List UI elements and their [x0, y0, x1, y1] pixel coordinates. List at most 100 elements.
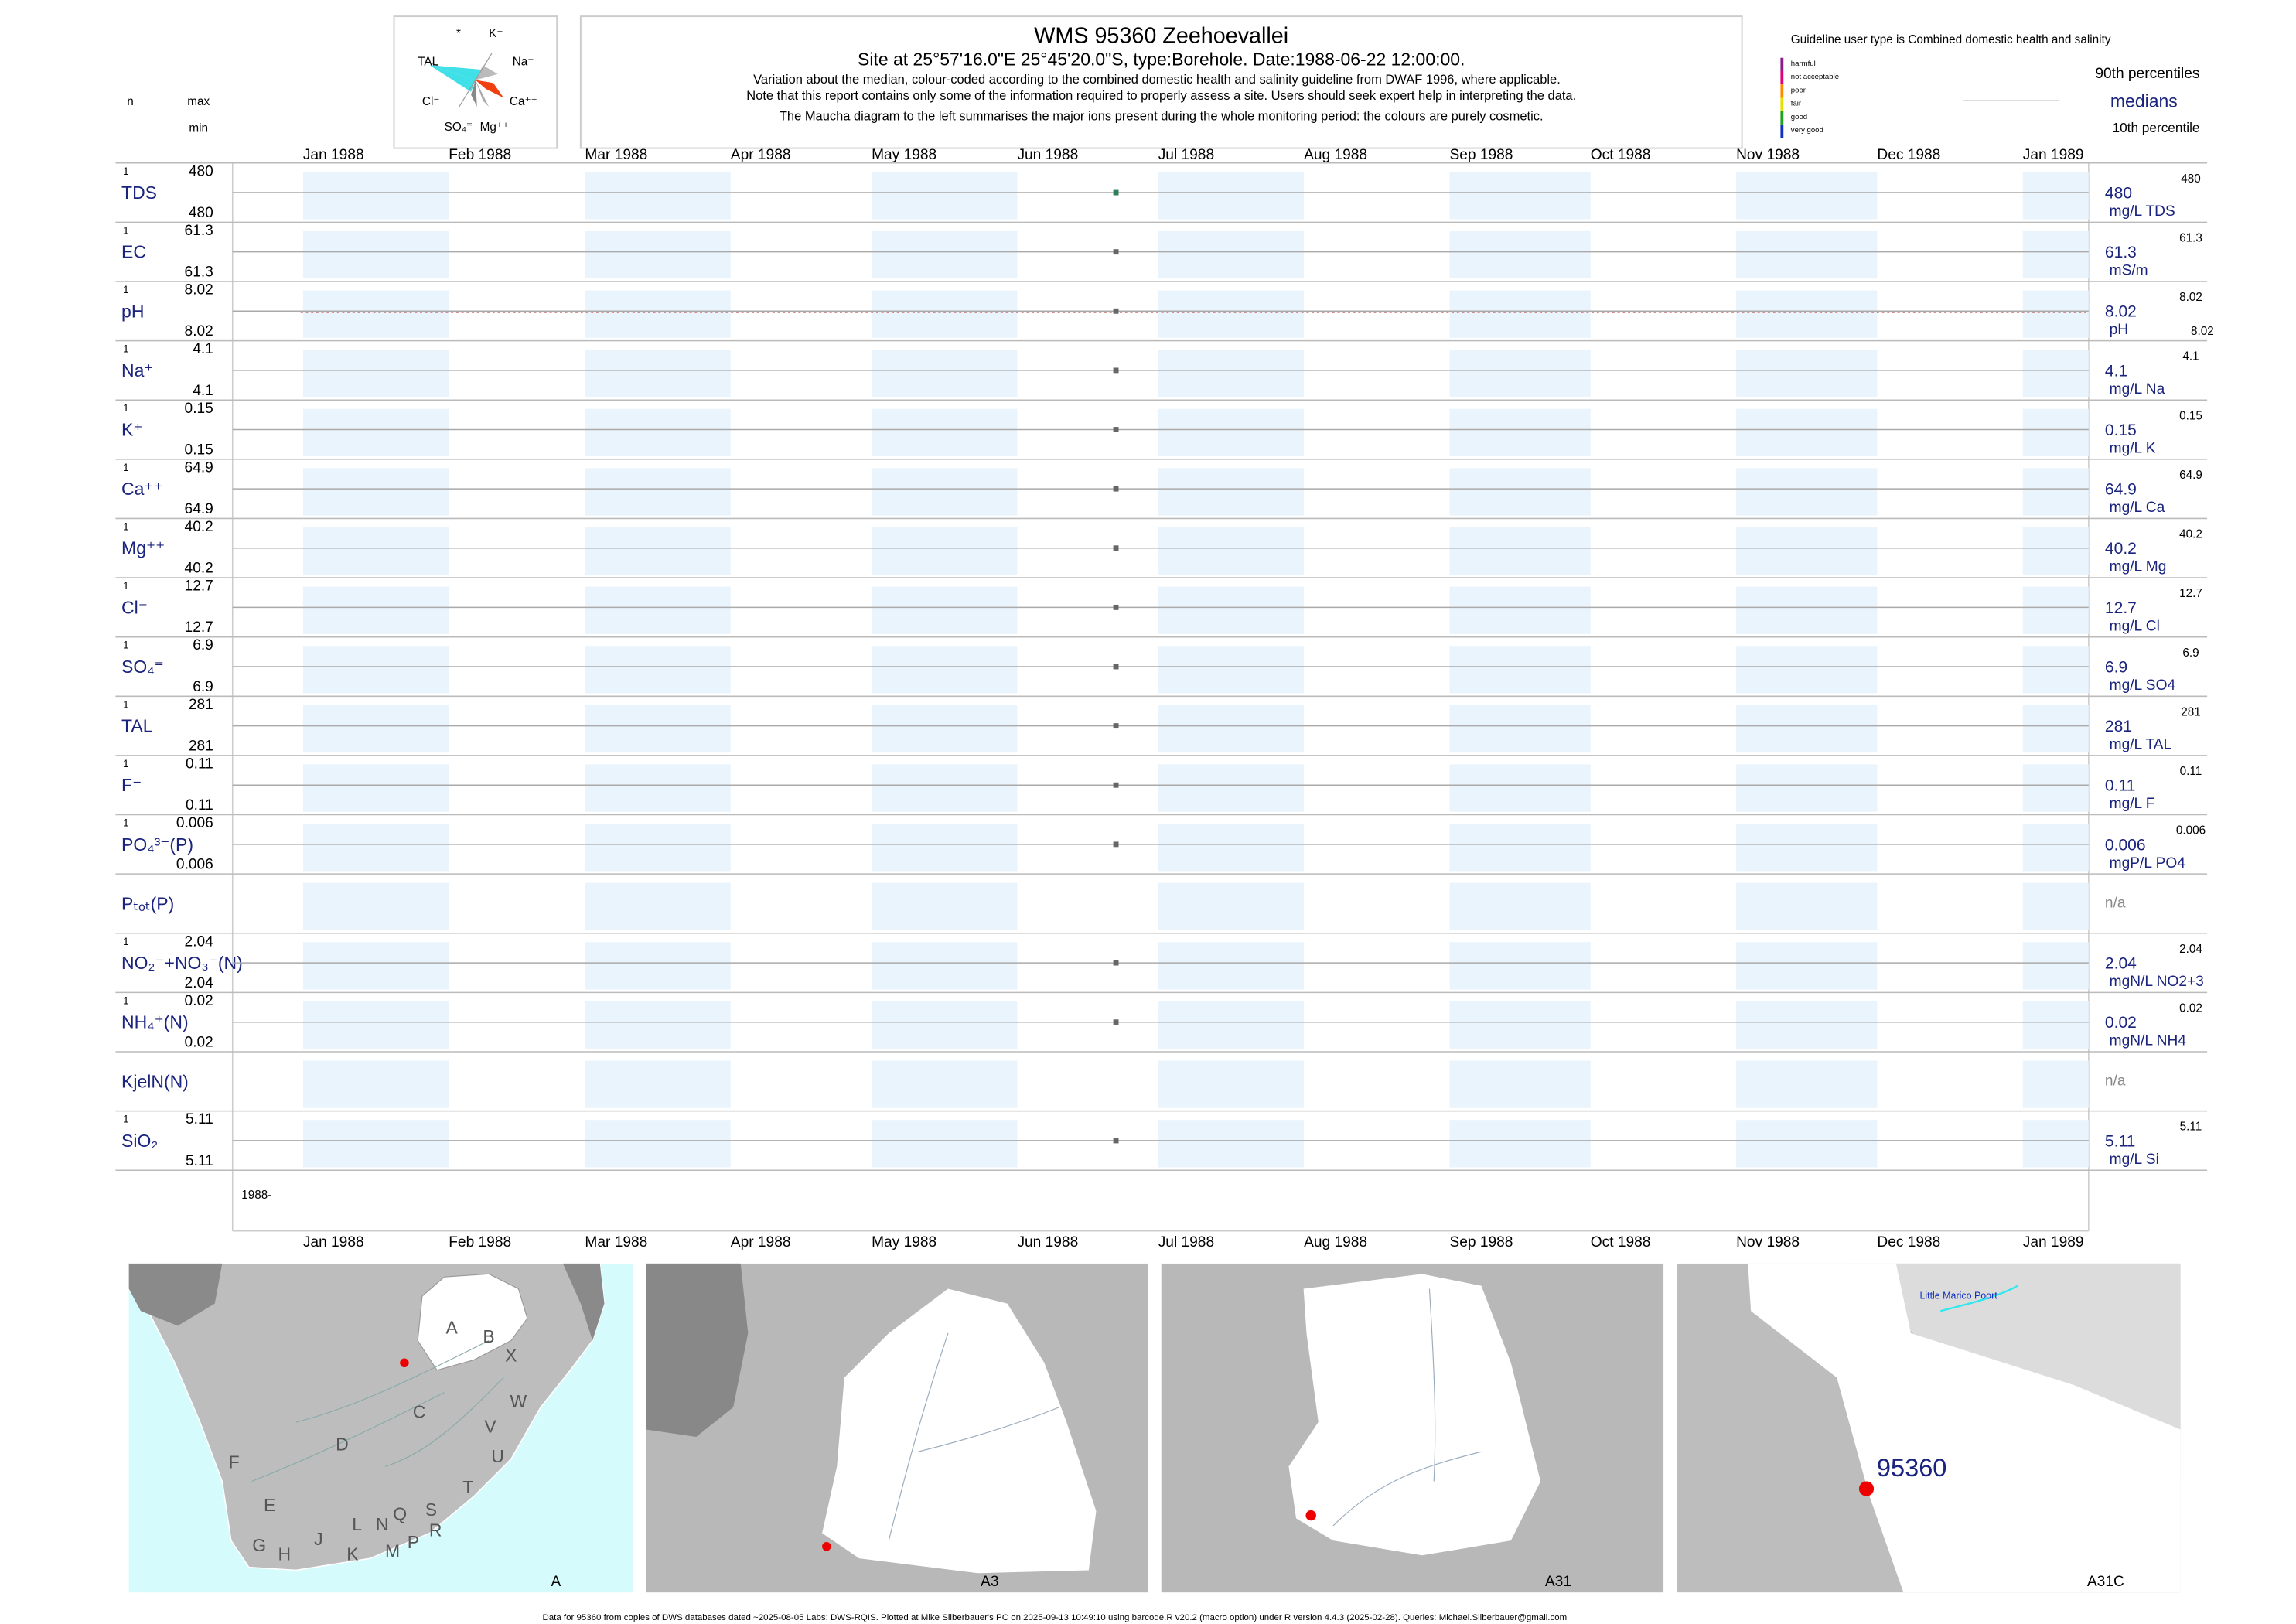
month-band	[302, 350, 449, 397]
data-point	[1113, 1138, 1119, 1144]
maucha-wedge	[475, 80, 504, 98]
row-name: SO₄⁼	[121, 657, 164, 677]
maucha-label: Na⁺	[513, 56, 534, 69]
data-point	[1113, 189, 1119, 196]
row-median: 12.7	[2105, 599, 2137, 617]
row-median: 64.9	[2105, 481, 2137, 499]
month-band	[1736, 290, 1878, 338]
title: WMS 95360 Zeehoevallei	[1034, 24, 1288, 49]
row-name: Cl⁻	[121, 597, 148, 617]
month-band	[872, 882, 1018, 930]
maucha-wedge	[429, 65, 476, 92]
row-name: PO₄³⁻(P)	[121, 834, 193, 855]
data-point	[1113, 664, 1119, 670]
map-region-label: M	[385, 1541, 400, 1561]
x-tick-label: Jul 1988	[1158, 1234, 1214, 1250]
month-band	[872, 350, 1018, 397]
month-band	[1449, 586, 1591, 634]
maucha-label: K⁺	[489, 27, 503, 40]
map-site-label: 95360	[1877, 1454, 1947, 1482]
x-tick-label: Aug 1988	[1304, 147, 1367, 163]
map-catchment	[822, 1288, 1097, 1574]
x-tick-label: Feb 1988	[449, 1234, 511, 1250]
map-land-dark	[562, 1263, 605, 1341]
month-band	[1158, 764, 1305, 812]
row-min: 64.9	[185, 501, 213, 517]
row-name: TAL	[121, 716, 153, 736]
data-point	[1113, 249, 1119, 255]
legend-class: poor	[1791, 86, 1806, 94]
row-min: 12.7	[185, 619, 213, 636]
row-p10: 8.02	[2191, 325, 2214, 338]
month-band	[302, 1001, 449, 1049]
month-band	[1449, 230, 1591, 279]
month-band	[2022, 646, 2089, 694]
month-band	[872, 705, 1018, 753]
row-n: 1	[123, 520, 128, 532]
month-band	[1449, 942, 1591, 990]
data-point	[1113, 960, 1119, 966]
legend-swatch	[1780, 70, 1784, 85]
month-band	[1736, 230, 1878, 279]
month-band	[302, 527, 449, 575]
month-band	[2022, 408, 2089, 456]
x-tick-label: Aug 1988	[1304, 1234, 1367, 1250]
row-na: n/a	[2105, 1073, 2126, 1089]
row-p90: 8.02	[2179, 291, 2202, 304]
row-n: 1	[123, 936, 128, 947]
row-unit: mg/L Si	[2110, 1151, 2159, 1168]
row-median: 0.006	[2105, 836, 2146, 854]
column-head: max	[187, 95, 210, 108]
map-site	[1305, 1510, 1316, 1521]
x-tick-label: Apr 1988	[731, 147, 791, 163]
map-label: A31	[1545, 1574, 1571, 1590]
month-band	[1736, 350, 1878, 397]
note: The Maucha diagram to the left summarise…	[780, 110, 1544, 124]
row-min: 4.1	[193, 383, 213, 399]
month-band	[1158, 1120, 1305, 1168]
month-band	[1158, 586, 1305, 634]
map-label: A3	[981, 1574, 998, 1590]
row-unit: mg/L Na	[2110, 381, 2165, 397]
month-band	[302, 586, 449, 634]
month-band	[585, 1060, 731, 1108]
row-name: Ca⁺⁺	[121, 479, 163, 499]
row-median: 0.11	[2105, 777, 2135, 795]
map-land-dark	[128, 1263, 223, 1326]
month-band	[1449, 408, 1591, 456]
row-max: 6.9	[193, 637, 213, 653]
maucha-label: *	[456, 27, 461, 40]
legend-class: harmful	[1791, 60, 1816, 68]
row-median: 6.9	[2105, 658, 2127, 676]
row-name: SiO₂	[121, 1131, 158, 1151]
month-band	[302, 408, 449, 456]
row-name: Mg⁺⁺	[121, 538, 165, 558]
row-name: TDS	[121, 183, 157, 203]
x-tick-label: Sep 1988	[1449, 1234, 1513, 1250]
map-region-label: P	[408, 1532, 419, 1552]
month-band	[585, 527, 731, 575]
month-band	[1158, 350, 1305, 397]
x-tick-label: Jul 1988	[1158, 147, 1214, 163]
map-place: Little Marico Poort	[1919, 1290, 1997, 1301]
x-tick-label: Dec 1988	[1877, 1234, 1940, 1250]
map-region-label: E	[264, 1495, 275, 1515]
maucha-label: SO₄⁼	[445, 121, 473, 134]
legend-class: fair	[1791, 100, 1802, 108]
data-point	[1113, 486, 1119, 492]
month-band	[585, 586, 731, 634]
maucha-label: Ca⁺⁺	[510, 95, 537, 108]
row-unit: mg/L TAL	[2110, 737, 2172, 753]
map-catchment	[1288, 1274, 1541, 1556]
map-label: A31C	[2087, 1574, 2124, 1590]
month-band	[1736, 1001, 1878, 1049]
legend-class: not acceptable	[1791, 73, 1839, 81]
month-band	[585, 172, 731, 220]
month-band	[872, 942, 1018, 990]
maucha-axis	[459, 80, 476, 107]
row-p90: 0.11	[2180, 765, 2202, 778]
month-band	[2022, 230, 2089, 279]
month-band	[585, 764, 731, 812]
month-band	[585, 290, 731, 338]
row-n: 1	[123, 402, 128, 414]
